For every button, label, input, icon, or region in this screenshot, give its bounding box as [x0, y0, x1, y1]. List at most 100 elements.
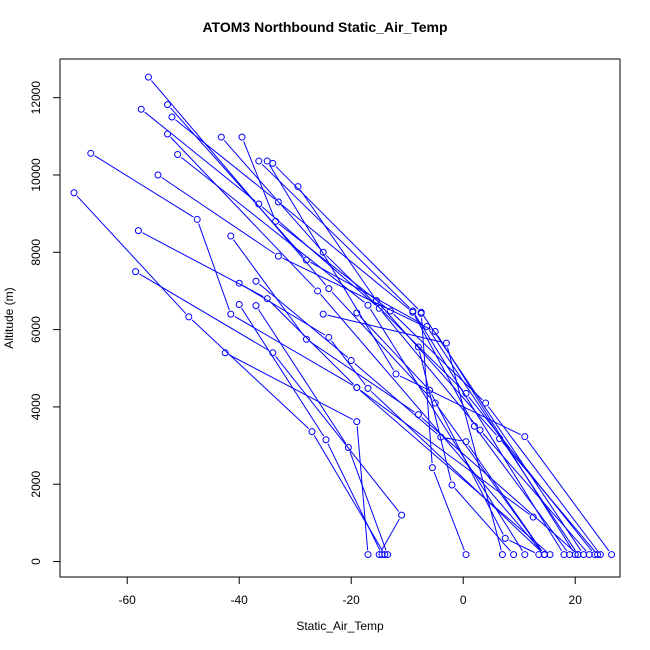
series-20-segment	[468, 445, 543, 552]
series-21-segment	[327, 443, 381, 551]
series-8-segment	[414, 314, 563, 552]
series-2-segment	[310, 261, 424, 325]
series-5-point	[164, 130, 172, 138]
series-14-segment	[300, 189, 375, 298]
series-26-point	[462, 551, 470, 559]
series-5-segment	[320, 294, 542, 552]
series-1-point	[144, 73, 152, 81]
series-23-point	[498, 551, 506, 559]
series-8-point	[255, 157, 263, 165]
series-3-segment	[144, 111, 256, 202]
series-14-point	[594, 551, 602, 559]
series-24-point	[353, 309, 361, 317]
series-20-segment	[259, 283, 349, 359]
series-3-point	[255, 200, 263, 208]
x-tick-label: -20	[343, 593, 361, 607]
series-13-point	[571, 551, 579, 559]
series-17-segment	[270, 301, 354, 385]
series-27-segment	[418, 351, 452, 481]
series-18-segment	[275, 356, 400, 512]
series-19-point	[325, 333, 333, 341]
y-tick-label: 0	[29, 558, 43, 565]
series-15-segment	[191, 319, 310, 429]
series-8-segment	[261, 163, 410, 309]
series-9-segment	[527, 440, 610, 552]
series-16-segment	[233, 239, 305, 336]
series-14-point	[496, 435, 504, 443]
series-7-segment	[393, 313, 483, 401]
series-6-segment	[223, 140, 321, 250]
series-20-point	[462, 438, 470, 446]
series-16-point	[574, 551, 582, 559]
series-27-point	[510, 551, 518, 559]
series-11-point	[364, 301, 372, 309]
series-12-segment	[94, 155, 194, 218]
series-8-point	[409, 307, 417, 315]
series-19-segment	[370, 391, 542, 552]
series-27-segment	[454, 488, 511, 552]
series-3-segment	[381, 311, 478, 427]
series-4-segment	[476, 429, 568, 552]
series-10-segment	[275, 166, 419, 310]
series-6-segment	[326, 255, 464, 391]
series-5-segment	[170, 136, 315, 289]
series-9-point	[263, 157, 271, 165]
series-2-point	[164, 101, 172, 109]
series-16-point	[302, 335, 310, 343]
series-3-point	[476, 426, 484, 434]
series-7-segment	[278, 223, 388, 309]
series-14-segment	[502, 441, 596, 552]
series-3-segment	[482, 433, 587, 552]
series-20-segment	[445, 437, 462, 442]
series-11-point	[174, 150, 182, 158]
series-4-segment	[175, 119, 276, 200]
series-24-segment	[509, 539, 535, 554]
series-14-segment	[379, 303, 497, 436]
series-7-segment	[487, 406, 599, 552]
series-13-point	[154, 171, 162, 179]
series-7-segment	[243, 141, 275, 218]
series-22-point	[252, 302, 260, 310]
series-18-point	[132, 268, 140, 276]
series-23-point	[442, 339, 450, 347]
series-22-segment	[349, 451, 387, 551]
series-16-segment	[421, 417, 575, 552]
series-25-segment	[228, 354, 354, 420]
series-26-point	[417, 309, 425, 317]
series-18-segment	[139, 273, 270, 351]
series-7-point	[596, 551, 604, 559]
series-17-segment	[359, 390, 547, 553]
series-25-segment	[356, 426, 369, 551]
series-3-segment	[261, 206, 377, 306]
series-21-point	[322, 436, 330, 444]
y-tick-label: 4000	[29, 393, 43, 420]
series-24-point	[535, 551, 543, 559]
series-26-segment	[433, 471, 465, 551]
series-2-segment	[170, 107, 304, 257]
series-22-point	[384, 551, 392, 559]
series-13-segment	[437, 335, 574, 552]
series-12-point	[193, 215, 201, 223]
series-18-point	[375, 551, 383, 559]
series-5-point	[314, 287, 322, 295]
series-24-point	[501, 534, 509, 542]
series-24-segment	[431, 394, 504, 535]
series-9-point	[521, 433, 529, 441]
x-tick-label: -40	[231, 593, 249, 607]
x-axis-label: Static_Air_Temp	[296, 619, 384, 633]
series-12-segment	[234, 315, 354, 386]
series-15-point	[185, 313, 193, 321]
series-19-segment	[331, 340, 366, 386]
series-1-segment	[331, 291, 433, 401]
series-6-segment	[468, 396, 593, 552]
series-4-point	[168, 113, 176, 121]
series-6-point	[319, 248, 327, 256]
chart-title: ATOM3 Northbound Static_Air_Temp	[202, 19, 448, 35]
series-20-segment	[354, 363, 438, 435]
series-6-point	[217, 133, 225, 141]
series-24-segment	[359, 315, 427, 388]
series-14-point	[372, 297, 380, 305]
series-12-segment	[360, 389, 530, 515]
series-1-segment	[437, 406, 543, 552]
series-17-point	[353, 384, 361, 392]
